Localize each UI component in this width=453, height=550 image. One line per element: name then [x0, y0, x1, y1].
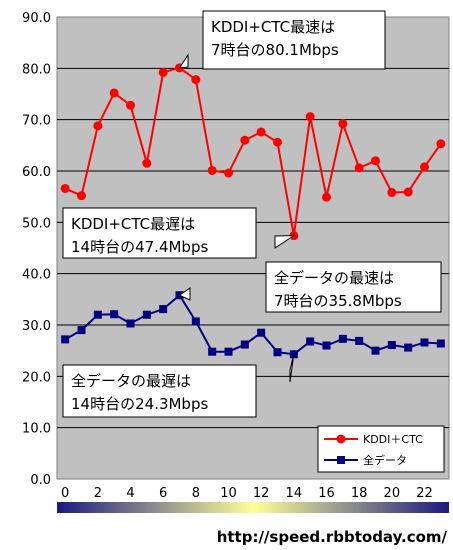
callout-pointer	[178, 53, 189, 69]
x-tick-label: 20	[384, 486, 401, 501]
data-point	[354, 163, 364, 173]
data-point	[93, 310, 102, 319]
data-point	[403, 187, 413, 197]
data-point	[387, 341, 396, 350]
y-tick-label: 60.0	[22, 165, 51, 180]
data-point	[338, 119, 348, 129]
callout-box	[202, 10, 386, 70]
data-point	[436, 139, 446, 149]
y-tick-label: 30.0	[22, 319, 51, 334]
data-point	[224, 347, 233, 356]
legend-marker	[337, 456, 345, 464]
data-point	[224, 168, 233, 178]
data-point	[159, 305, 168, 314]
callout-pointer	[274, 235, 296, 249]
callout-pointer	[178, 287, 191, 301]
data-point	[191, 75, 201, 85]
x-tick-label: 16	[318, 486, 335, 501]
x-tick-label: 12	[253, 486, 270, 501]
source-url[interactable]: http://speed.rbbtoday.com/	[216, 528, 447, 546]
callout-box	[265, 261, 442, 313]
callout: KDDI+CTC最遅は 14時台の47.4Mbps	[62, 207, 296, 259]
callout-line: KDDI+CTC最速は	[211, 18, 335, 36]
legend-marker	[336, 434, 346, 444]
callout-line: 7時台の35.8Mbps	[274, 292, 402, 310]
x-tick-label: 6	[159, 486, 167, 501]
data-point	[322, 192, 331, 202]
callout: 全データの最遅は 14時台の24.3Mbps	[62, 354, 295, 418]
legend-box	[317, 425, 445, 473]
data-point	[240, 135, 250, 145]
callout-line: 14時台の24.3Mbps	[71, 395, 208, 413]
legend-label: KDDI＋CTC	[363, 433, 423, 446]
callout-box	[62, 207, 257, 259]
data-point	[240, 340, 249, 349]
data-point	[207, 165, 217, 175]
data-point	[322, 341, 331, 350]
x-tick-label: 4	[126, 486, 134, 501]
callout-box	[62, 364, 257, 418]
x-tick-label: 10	[220, 486, 237, 501]
y-tick-label: 50.0	[22, 216, 51, 231]
data-point	[273, 348, 282, 357]
legend: KDDI＋CTC 全データ	[317, 425, 445, 473]
data-point	[158, 67, 168, 77]
data-point	[110, 310, 119, 319]
data-point	[420, 162, 429, 172]
data-point	[338, 334, 347, 343]
y-tick-label: 40.0	[22, 268, 51, 283]
callout: 全データの最速は 7時台の35.8Mbps	[178, 261, 442, 313]
y-tick-label: 70.0	[22, 114, 51, 129]
data-point	[436, 339, 445, 348]
data-point	[109, 88, 119, 98]
series-layer	[60, 63, 446, 359]
x-tick-label: 0	[61, 486, 69, 501]
callout-pointer	[289, 354, 295, 383]
data-point	[420, 338, 429, 347]
data-point	[191, 317, 200, 326]
data-point	[126, 319, 135, 328]
data-point	[60, 183, 70, 193]
data-point	[77, 191, 86, 201]
data-point	[306, 337, 315, 346]
y-tick-label: 10.0	[22, 422, 51, 437]
data-point	[257, 328, 266, 337]
data-point	[61, 335, 70, 344]
data-point	[371, 156, 380, 166]
x-tick-label: 18	[351, 486, 368, 501]
y-tick-label: 20.0	[22, 370, 51, 385]
legend-label: 全データ	[363, 453, 407, 467]
y-tick-label: 90.0	[22, 11, 51, 26]
data-point	[273, 137, 282, 147]
x-tick-label: 14	[286, 486, 303, 501]
y-tick-label: 0.0	[30, 473, 51, 488]
time-gradient-bar	[57, 502, 449, 513]
callout-line: 全データの最遅は	[71, 372, 191, 390]
data-point	[77, 326, 86, 335]
callouts-layer: KDDI+CTC最速は 7時台の80.1Mbps KDDI+CTC最遅は 14時台の4…	[62, 10, 442, 418]
chart: 0.010.020.030.040.050.060.070.080.090.0 …	[22, 10, 450, 513]
data-point	[371, 346, 380, 355]
data-point	[142, 158, 152, 168]
x-tick-label: 8	[192, 486, 200, 501]
callout: KDDI+CTC最速は 7時台の80.1Mbps	[178, 10, 386, 70]
callout-line: KDDI+CTC最遅は	[71, 215, 195, 233]
x-tick-label: 2	[94, 486, 102, 501]
data-point	[256, 127, 266, 137]
y-tick-label: 80.0	[22, 62, 51, 77]
data-point	[93, 121, 103, 131]
data-point	[404, 343, 413, 352]
callout-line: 14時台の47.4Mbps	[71, 238, 208, 256]
data-point	[305, 112, 315, 122]
data-point	[208, 347, 217, 356]
y-axis-ticks: 0.0 10.0 20.0 30.0 40.0 50.0 60.0 70.0 80.0 90.0	[22, 11, 51, 488]
data-point	[126, 100, 135, 110]
callout-line: 全データの最速は	[274, 269, 394, 287]
x-tick-label: 22	[416, 486, 433, 501]
data-point	[387, 188, 397, 198]
callout-line: 7時台の80.1Mbps	[211, 41, 339, 59]
data-point	[355, 336, 364, 345]
x-axis-ticks: 0 2 4 6 8 10 12 14 16 18 20 22	[61, 486, 433, 501]
data-point	[142, 310, 151, 319]
